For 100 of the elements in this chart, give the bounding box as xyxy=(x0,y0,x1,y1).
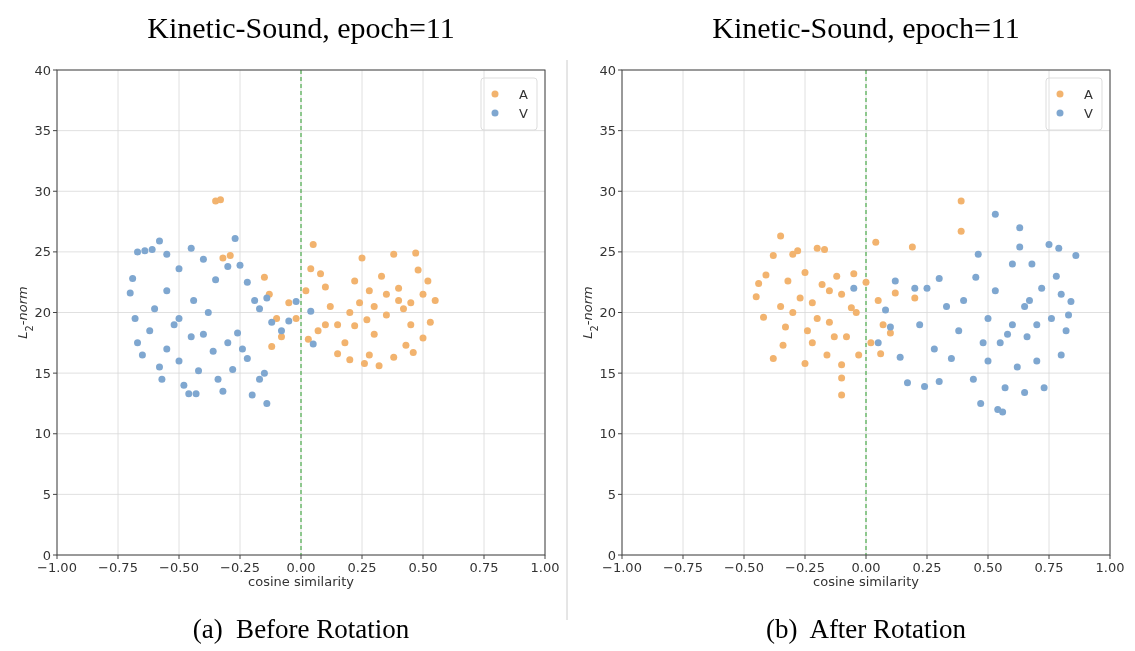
point xyxy=(960,296,968,304)
point xyxy=(796,294,804,302)
point xyxy=(850,270,858,278)
point xyxy=(769,355,777,363)
point xyxy=(407,321,415,329)
point xyxy=(285,317,293,325)
point xyxy=(175,315,183,323)
point xyxy=(818,281,826,289)
point xyxy=(155,363,163,371)
point xyxy=(231,235,239,243)
point xyxy=(163,287,171,295)
point xyxy=(752,293,760,301)
point xyxy=(789,250,797,258)
point xyxy=(326,302,334,310)
point xyxy=(911,284,919,292)
y-tick-label: 30 xyxy=(34,183,51,199)
point xyxy=(1021,389,1029,397)
point xyxy=(830,333,838,341)
x-tick-label: −1.00 xyxy=(37,560,77,575)
point xyxy=(923,284,931,292)
point xyxy=(407,299,415,307)
point xyxy=(977,399,985,407)
point xyxy=(360,359,368,367)
point xyxy=(1065,311,1073,319)
point xyxy=(903,379,911,387)
y-tick-label: 0 xyxy=(607,547,616,563)
point xyxy=(777,232,785,240)
point xyxy=(794,247,802,255)
point xyxy=(126,289,134,297)
point xyxy=(760,313,768,321)
point xyxy=(277,333,285,341)
point xyxy=(309,241,317,249)
point xyxy=(390,353,398,361)
x-tick-label: 0.75 xyxy=(1034,560,1064,575)
point xyxy=(204,309,212,316)
point xyxy=(370,302,378,310)
point xyxy=(180,381,188,389)
point xyxy=(789,309,797,316)
point xyxy=(886,329,894,337)
point xyxy=(187,244,195,252)
x-tick-label: −0.25 xyxy=(785,560,825,575)
point xyxy=(896,353,904,361)
point xyxy=(190,296,198,304)
point xyxy=(872,238,880,246)
point xyxy=(862,278,870,286)
x-tick-label: 0.00 xyxy=(851,560,881,575)
point xyxy=(263,294,271,302)
point xyxy=(256,375,264,383)
x-tick-label: 0.50 xyxy=(408,560,438,575)
text: (b) After Rotation xyxy=(765,614,967,644)
point xyxy=(1004,330,1012,338)
point xyxy=(382,290,390,298)
point xyxy=(185,390,193,398)
point xyxy=(424,277,432,285)
point xyxy=(307,265,315,273)
point xyxy=(1021,302,1029,310)
point xyxy=(1062,327,1070,335)
point xyxy=(260,273,268,281)
point xyxy=(808,339,816,347)
point xyxy=(916,321,924,329)
point xyxy=(212,276,220,284)
point xyxy=(129,275,137,283)
point xyxy=(285,299,293,307)
point xyxy=(148,245,156,253)
legend-label: A xyxy=(1084,87,1093,102)
point xyxy=(991,287,999,295)
point xyxy=(321,321,329,329)
point xyxy=(395,284,403,292)
point xyxy=(991,210,999,218)
point xyxy=(317,270,325,278)
x-tick-label: 1.00 xyxy=(530,560,560,575)
point xyxy=(935,378,943,386)
point xyxy=(1033,357,1041,365)
point xyxy=(769,252,777,260)
x-tick-label: −0.25 xyxy=(220,560,260,575)
y-tick-label: 5 xyxy=(42,486,51,502)
y-tick-label: 20 xyxy=(599,305,616,320)
point xyxy=(947,355,955,363)
point xyxy=(409,349,417,357)
point xyxy=(755,279,763,287)
point xyxy=(216,196,224,204)
point xyxy=(850,284,858,292)
point xyxy=(131,315,139,323)
point xyxy=(302,287,310,295)
point xyxy=(955,327,963,335)
point xyxy=(134,248,142,256)
point xyxy=(935,275,943,283)
point xyxy=(781,323,789,331)
point xyxy=(1016,243,1024,251)
point xyxy=(419,290,427,298)
point xyxy=(273,315,281,323)
point xyxy=(838,391,846,399)
point xyxy=(141,247,149,255)
point xyxy=(957,197,965,205)
x-tick-label: 0.50 xyxy=(973,560,1003,575)
point xyxy=(886,323,894,331)
point xyxy=(390,250,398,258)
point xyxy=(219,254,227,262)
point xyxy=(999,408,1007,416)
point xyxy=(378,272,386,280)
